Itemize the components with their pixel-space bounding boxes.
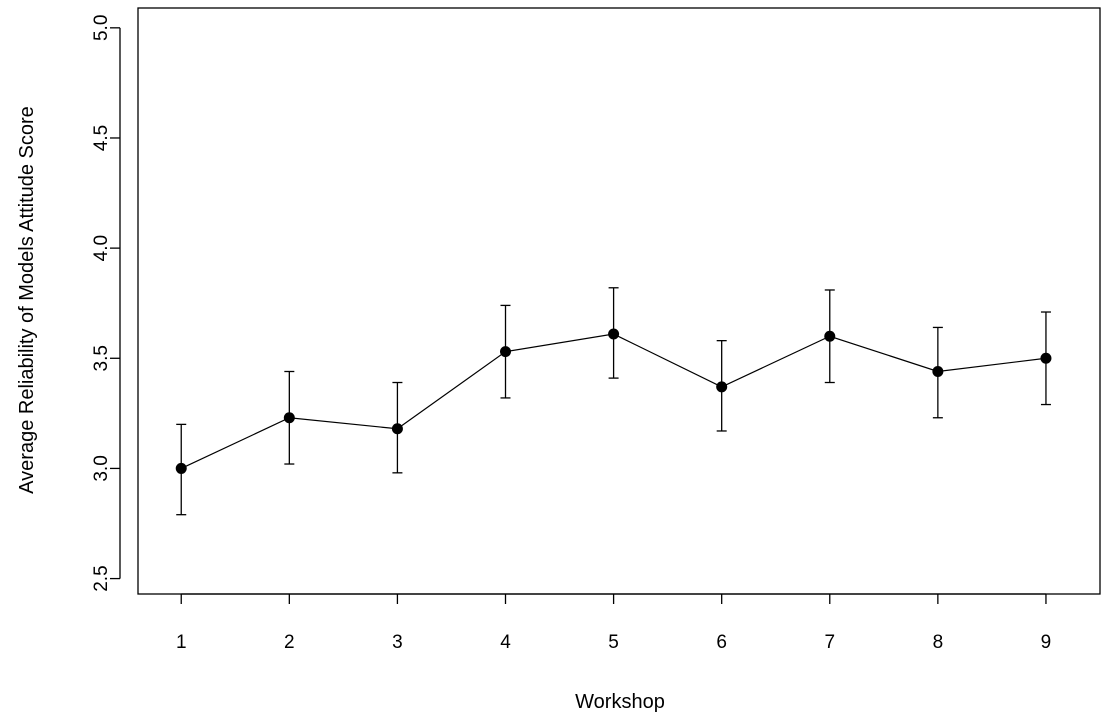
y-tick-label: 3.0 bbox=[91, 455, 112, 481]
y-axis-title: Average Reliability of Models Attitude S… bbox=[16, 106, 38, 494]
x-axis: 1 2 3 4 5 6 7 8 9 bbox=[176, 593, 1052, 653]
x-tick-label: 7 bbox=[824, 632, 835, 653]
x-tick-label: 1 bbox=[176, 632, 187, 653]
x-tick-label: 4 bbox=[500, 632, 511, 653]
data-point bbox=[500, 346, 512, 358]
y-tick-label: 2.5 bbox=[91, 565, 112, 591]
x-tick-label: 9 bbox=[1041, 632, 1052, 653]
x-tick-label: 2 bbox=[284, 632, 295, 653]
data-point bbox=[932, 365, 944, 377]
y-tick-label: 5.0 bbox=[91, 15, 112, 41]
plot-frame bbox=[137, 7, 1101, 595]
x-tick-label: 8 bbox=[933, 632, 944, 653]
x-tick-label: 3 bbox=[392, 632, 403, 653]
data-point bbox=[716, 381, 728, 393]
data-points bbox=[175, 328, 1052, 474]
data-point bbox=[608, 328, 620, 340]
data-point bbox=[391, 423, 403, 435]
x-axis-title: Workshop bbox=[575, 691, 665, 713]
data-point bbox=[283, 412, 295, 424]
y-axis: 2.5 3.0 3.5 4.0 4.5 5.0 bbox=[91, 15, 121, 592]
data-point bbox=[175, 462, 187, 474]
error-bars bbox=[176, 287, 1051, 516]
x-tick-label: 5 bbox=[608, 632, 619, 653]
data-point bbox=[824, 330, 836, 342]
x-tick-label: 6 bbox=[716, 632, 727, 653]
y-tick-label: 4.0 bbox=[91, 235, 112, 261]
data-point bbox=[1040, 352, 1052, 364]
y-tick-label: 3.5 bbox=[91, 345, 112, 371]
y-tick-label: 4.5 bbox=[91, 125, 112, 151]
